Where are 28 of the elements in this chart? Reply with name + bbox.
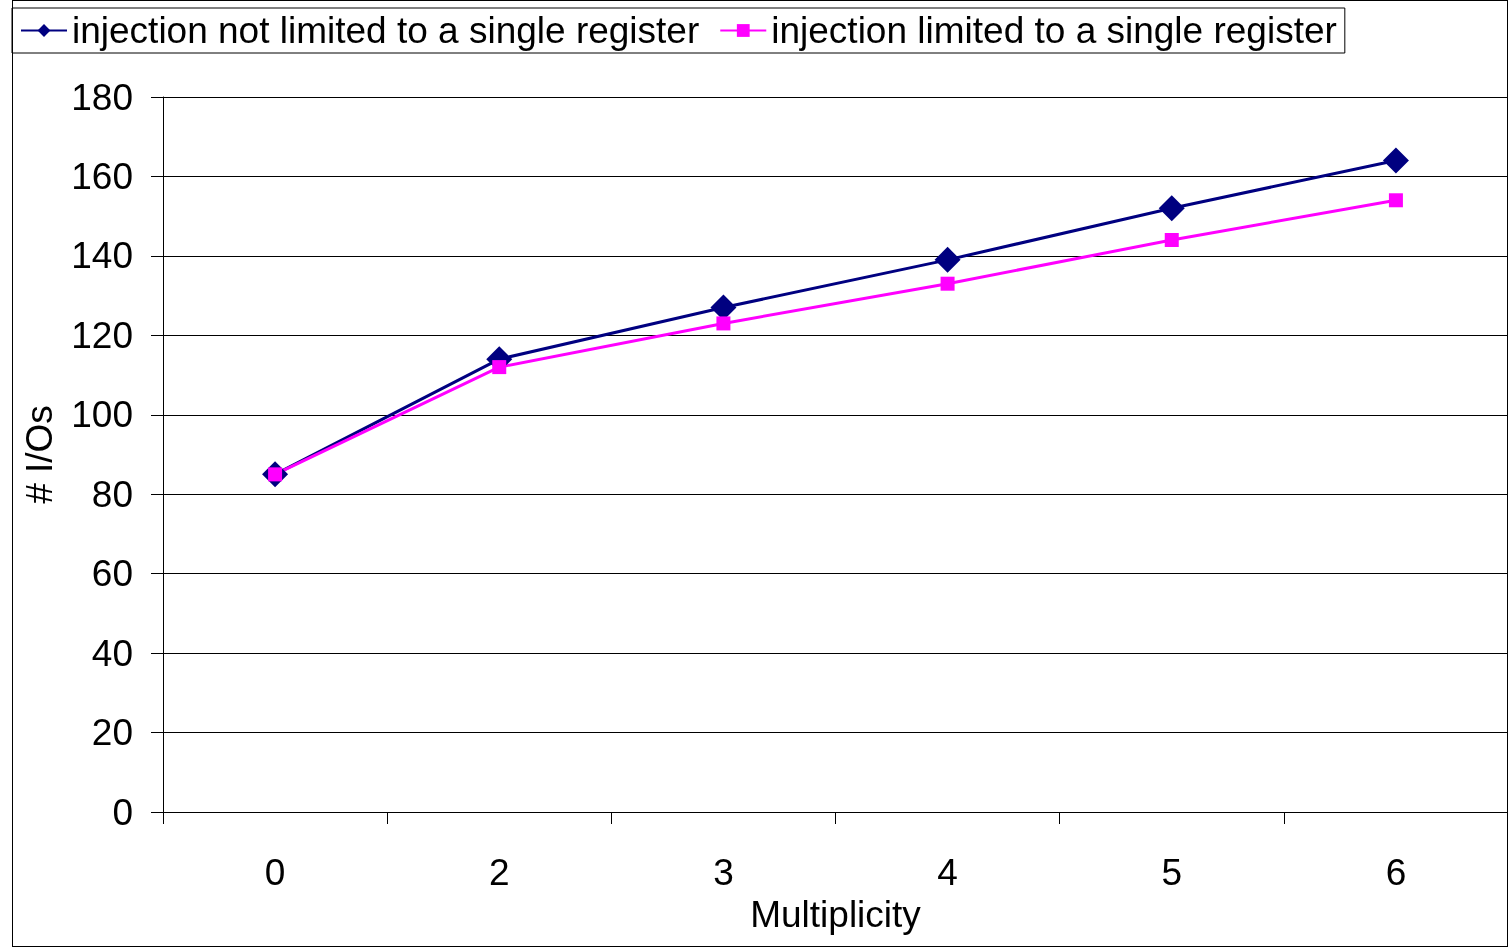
point <box>492 360 507 375</box>
point <box>1158 195 1185 222</box>
x-tick-label: 5 <box>1161 852 1183 893</box>
y-tick-label: 0 <box>112 791 133 833</box>
x-tick-label: 3 <box>713 852 734 893</box>
point <box>934 246 961 273</box>
y-tick-label: 160 <box>71 155 133 197</box>
point <box>716 316 731 331</box>
point <box>1382 147 1409 174</box>
y-tick-label: 40 <box>91 632 133 674</box>
y-tick-label: 100 <box>71 394 133 436</box>
y-tick-label: 80 <box>91 473 133 515</box>
x-tick-label: 4 <box>937 852 958 893</box>
y-tick-label: 60 <box>91 553 133 595</box>
x-tick-label: 2 <box>488 852 510 893</box>
point <box>940 276 955 291</box>
point <box>1388 193 1403 208</box>
x-tick-label: 0 <box>264 852 286 893</box>
y-tick-label: 20 <box>91 712 133 754</box>
point <box>1164 233 1179 247</box>
y-axis-title: # I/Os <box>19 405 60 504</box>
legend-label: injection not limited to a single register <box>72 10 700 51</box>
y-tick-label: 120 <box>71 314 133 356</box>
x-tick-label: 6 <box>1385 852 1407 893</box>
y-tick-label: 140 <box>71 235 133 277</box>
legend-label: injection limited to a single register <box>771 10 1337 51</box>
y-tick-label: 180 <box>71 76 133 118</box>
x-axis-title: Multiplicity <box>750 893 922 935</box>
